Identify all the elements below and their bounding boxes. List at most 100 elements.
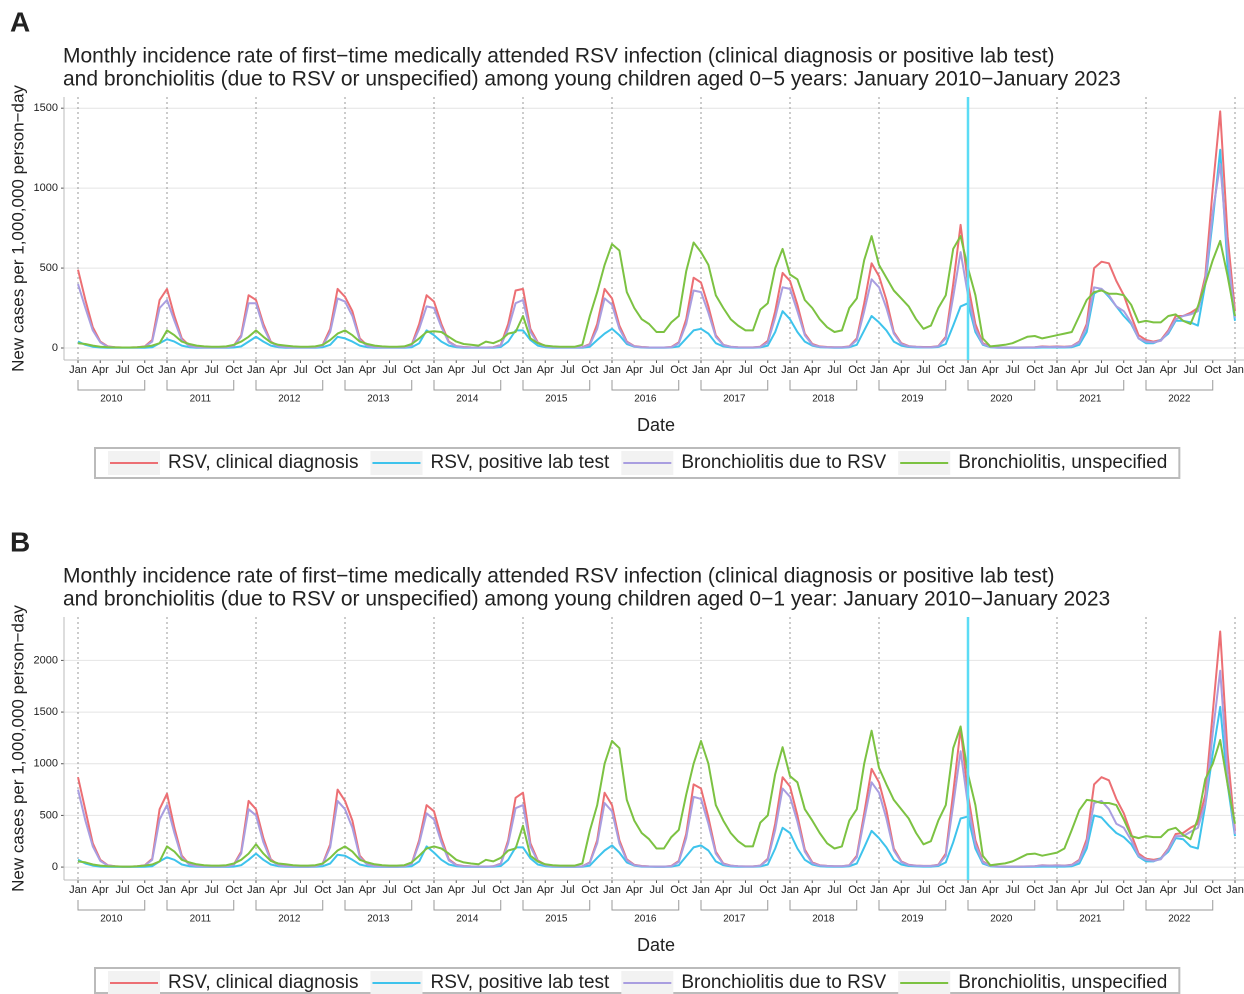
- chart-title: Monthly incidence rate of first−time med…: [63, 565, 1055, 588]
- x-tick-label: Jan: [1137, 364, 1155, 376]
- x-tick-label: Jan: [69, 364, 87, 376]
- x-tick-label: Jul: [1183, 884, 1197, 896]
- year-label: 2016: [634, 394, 657, 405]
- x-tick-label: Jul: [649, 364, 663, 376]
- x-tick-label: Oct: [848, 364, 865, 376]
- y-tick-label: 0: [52, 861, 58, 873]
- x-tick-label: Jul: [1183, 364, 1197, 376]
- x-tick-label: Jul: [916, 364, 930, 376]
- legend: RSV, clinical diagnosis RSV, positive lab…: [94, 967, 1181, 994]
- x-tick-label: Apr: [537, 884, 554, 896]
- x-tick-label: Jan: [603, 884, 621, 896]
- year-bracket: [1056, 900, 1125, 911]
- year-label: 2021: [1079, 914, 1102, 925]
- x-tick-label: Jan: [870, 884, 888, 896]
- x-tick-label: Apr: [270, 884, 287, 896]
- x-tick-label: Jan: [425, 884, 443, 896]
- x-tick-label: Jul: [827, 364, 841, 376]
- year-label: 2010: [100, 394, 123, 405]
- x-tick-label: Apr: [92, 364, 109, 376]
- x-tick-label: Oct: [759, 884, 776, 896]
- year-label: 2012: [278, 914, 301, 925]
- x-tick-label: Jul: [649, 884, 663, 896]
- year-bracket: [77, 380, 146, 391]
- year-label: 2011: [190, 914, 212, 925]
- x-tick-label: Apr: [715, 364, 732, 376]
- x-tick-label: Oct: [1204, 364, 1221, 376]
- x-tick-label: Jan: [1048, 884, 1066, 896]
- x-tick-label: Apr: [537, 364, 554, 376]
- year-bracket: [522, 900, 591, 911]
- x-tick-label: Apr: [448, 884, 465, 896]
- chart-title: and bronchiolitis (due to RSV or unspeci…: [63, 588, 1110, 611]
- x-tick-label: Jan: [69, 884, 87, 896]
- x-tick-label: Jul: [560, 364, 574, 376]
- y-tick-label: 0: [52, 342, 58, 354]
- series-line: [77, 163, 1236, 349]
- year-label: 2018: [812, 914, 835, 925]
- x-tick-label: Jan: [692, 884, 710, 896]
- x-tick-label: Apr: [893, 364, 910, 376]
- year-label: 2010: [100, 914, 123, 925]
- x-tick-label: Jul: [738, 364, 752, 376]
- x-tick-label: Jul: [382, 364, 396, 376]
- y-tick-label: 1000: [34, 758, 58, 770]
- series-line: [77, 630, 1236, 868]
- year-bracket: [700, 380, 769, 391]
- x-tick-label: Oct: [759, 364, 776, 376]
- x-tick-label: Apr: [626, 364, 643, 376]
- legend-label: RSV, clinical diagnosis: [168, 972, 358, 993]
- x-tick-label: Oct: [225, 884, 242, 896]
- x-tick-label: Apr: [1071, 364, 1088, 376]
- year-label: 2020: [990, 394, 1013, 405]
- year-label: 2013: [367, 914, 390, 925]
- y-tick-label: 1000: [34, 182, 58, 194]
- x-tick-label: Oct: [492, 884, 509, 896]
- x-tick-label: Jul: [1094, 364, 1108, 376]
- x-tick-label: Jan: [514, 364, 532, 376]
- x-tick-label: Apr: [270, 364, 287, 376]
- year-label: 2014: [456, 914, 479, 925]
- legend-label: Bronchiolitis due to RSV: [681, 972, 886, 993]
- year-label: 2013: [367, 394, 390, 405]
- y-tick-label: 500: [40, 809, 58, 821]
- year-label: 2017: [723, 394, 746, 405]
- year-bracket: [878, 380, 947, 391]
- x-axis-title: Date: [637, 415, 675, 435]
- panel-label: A: [10, 6, 30, 37]
- x-tick-label: Jul: [560, 884, 574, 896]
- x-tick-label: Jul: [115, 884, 129, 896]
- x-tick-label: Apr: [1160, 364, 1177, 376]
- chart-title: and bronchiolitis (due to RSV or unspeci…: [63, 68, 1121, 91]
- x-tick-label: Oct: [136, 884, 153, 896]
- year-label: 2015: [545, 914, 568, 925]
- year-bracket: [1056, 380, 1125, 391]
- x-tick-label: Jan: [336, 364, 354, 376]
- x-tick-label: Apr: [1160, 884, 1177, 896]
- x-tick-label: Jul: [1005, 884, 1019, 896]
- x-tick-label: Jan: [425, 364, 443, 376]
- year-label: 2012: [278, 394, 301, 405]
- x-tick-label: Oct: [136, 364, 153, 376]
- x-tick-label: Jan: [692, 364, 710, 376]
- chart-title: Monthly incidence rate of first−time med…: [63, 45, 1055, 68]
- y-tick-label: 1500: [34, 102, 58, 114]
- x-tick-label: Oct: [403, 364, 420, 376]
- legend-label: Bronchiolitis, unspecified: [958, 452, 1167, 473]
- x-tick-label: Jan: [781, 884, 799, 896]
- year-label: 2014: [456, 394, 479, 405]
- x-tick-label: Apr: [715, 884, 732, 896]
- x-tick-label: Jul: [382, 884, 396, 896]
- legend-label: Bronchiolitis, unspecified: [958, 972, 1167, 993]
- year-label: 2022: [1168, 914, 1191, 925]
- year-label: 2019: [901, 394, 924, 405]
- x-tick-label: Jan: [514, 884, 532, 896]
- x-tick-label: Oct: [848, 884, 865, 896]
- series-line: [77, 725, 1236, 868]
- x-tick-label: Jul: [827, 884, 841, 896]
- x-tick-label: Jan: [247, 364, 265, 376]
- x-tick-label: Oct: [1026, 884, 1043, 896]
- x-tick-label: Jul: [204, 364, 218, 376]
- year-label: 2017: [723, 914, 746, 925]
